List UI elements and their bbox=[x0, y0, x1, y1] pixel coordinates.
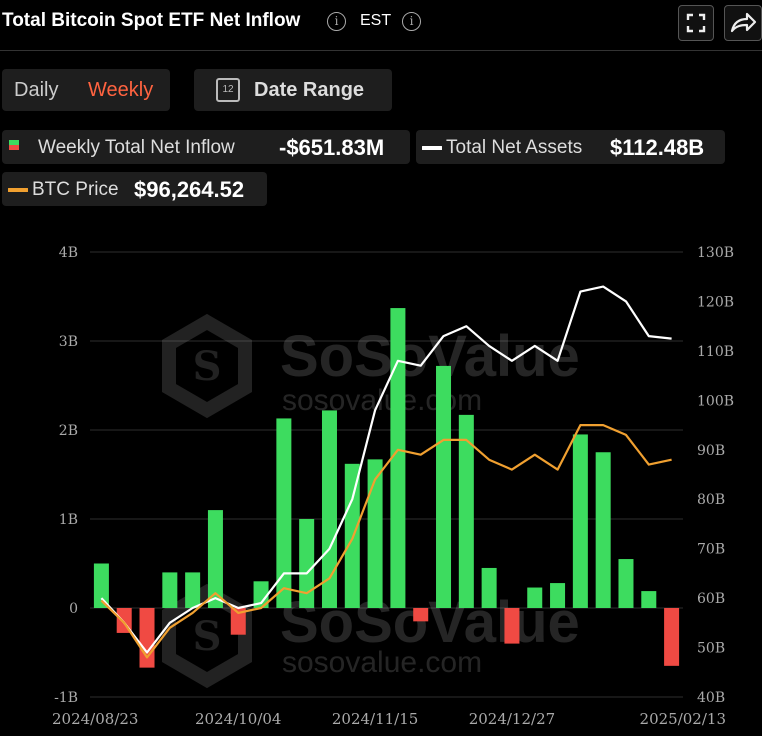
legend-price[interactable]: BTC Price $96,264.52 bbox=[2, 172, 267, 206]
inflow-bar bbox=[299, 519, 315, 608]
inflow-bar bbox=[390, 308, 406, 608]
right-axis-tick-label: 130B bbox=[697, 245, 734, 261]
x-axis-tick-label: 2024/11/15 bbox=[332, 710, 418, 728]
inflow-bar bbox=[321, 410, 337, 608]
inflow-bar bbox=[344, 463, 360, 608]
legend-assets-label: Total Net Assets bbox=[446, 137, 583, 158]
inflow-bar bbox=[641, 591, 657, 608]
inflow-bar bbox=[458, 414, 474, 608]
left-axis-tick-label: -1B bbox=[54, 690, 78, 706]
period-toggle[interactable]: Daily Weekly bbox=[2, 69, 170, 111]
svg-text:S: S bbox=[193, 613, 222, 660]
period-option-daily[interactable]: Daily bbox=[14, 79, 59, 101]
legend-assets[interactable]: Total Net Assets $112.48B bbox=[416, 130, 725, 164]
x-axis-tick-label: 2024/08/23 bbox=[52, 710, 138, 728]
inflow-bar bbox=[185, 572, 201, 608]
share-icon bbox=[730, 12, 757, 33]
inflow-bar bbox=[162, 572, 178, 608]
inflow-bar bbox=[481, 567, 497, 608]
x-axis-ticks: 2024/08/23 2024/10/04 2024/11/15 2024/12/27… bbox=[52, 710, 726, 728]
period-option-weekly[interactable]: Weekly bbox=[88, 79, 154, 101]
chart-grid bbox=[90, 251, 683, 698]
watermark-url-2: sosovalue.com bbox=[282, 646, 482, 679]
right-axis-tick-label: 110B bbox=[697, 344, 734, 360]
inflow-bar bbox=[572, 434, 588, 608]
legend-price-value: $96,264.52 bbox=[134, 177, 245, 202]
assets-line-swatch-icon bbox=[422, 146, 442, 150]
x-axis-tick-label: 2025/02/13 bbox=[640, 710, 726, 728]
inflow-bar bbox=[527, 587, 543, 608]
inflow-bar bbox=[504, 608, 520, 644]
watermark: S S SoSoValue sosovalue.com SoSoValue so… bbox=[162, 313, 580, 689]
inflow-swatch-icon bbox=[9, 140, 19, 150]
left-axis-tick-label: 0 bbox=[69, 601, 78, 617]
right-axis-tick-label: 120B bbox=[697, 294, 734, 310]
right-axis-ticks: 40B 50B 60B 70B 80B 90B 100B 110B 120B 130B bbox=[697, 245, 734, 706]
date-range-button[interactable]: 12 Date Range bbox=[194, 69, 392, 111]
inflow-bar bbox=[436, 365, 452, 608]
watermark-brand-2: SoSoValue bbox=[280, 590, 580, 655]
timezone-label: EST bbox=[360, 12, 392, 29]
inflow-bar bbox=[253, 581, 269, 608]
inflow-bar bbox=[618, 559, 634, 608]
total-net-assets-line bbox=[100, 285, 672, 654]
right-axis-tick-label: 80B bbox=[697, 492, 725, 508]
header: Total Bitcoin Spot ETF Net Inflow i EST … bbox=[0, 0, 762, 46]
watermark-brand: SoSoValue bbox=[280, 324, 580, 389]
share-button[interactable] bbox=[724, 5, 762, 41]
info-icon[interactable]: i bbox=[327, 12, 346, 31]
right-axis-tick-label: 60B bbox=[697, 591, 725, 607]
legend-price-label: BTC Price bbox=[32, 179, 119, 200]
left-axis-tick-label: 1B bbox=[59, 512, 78, 528]
left-axis-ticks: -1B 0 1B 2B 3B 4B bbox=[54, 245, 78, 706]
inflow-bar bbox=[116, 608, 132, 633]
watermark-url: sosovalue.com bbox=[282, 384, 482, 417]
inflow-bar bbox=[550, 583, 566, 608]
inflow-bar bbox=[139, 608, 155, 668]
x-axis-tick-label: 2024/10/04 bbox=[195, 710, 281, 728]
calendar-icon: 12 bbox=[216, 78, 240, 102]
legend-assets-value: $112.48B bbox=[610, 135, 705, 160]
left-axis-tick-label: 3B bbox=[59, 334, 78, 350]
inflow-bar bbox=[595, 452, 611, 608]
fullscreen-icon bbox=[686, 13, 706, 33]
legend-inflow-label: Weekly Total Net Inflow bbox=[38, 137, 235, 158]
left-axis-tick-label: 4B bbox=[59, 245, 78, 261]
header-divider bbox=[0, 50, 762, 51]
inflow-bar bbox=[413, 608, 429, 622]
inflow-bar bbox=[230, 608, 246, 635]
timezone-info-icon[interactable]: i bbox=[402, 12, 421, 31]
page-title: Total Bitcoin Spot ETF Net Inflow bbox=[2, 10, 301, 31]
inflow-bar bbox=[664, 608, 680, 666]
legend-inflow-value: -$651.83M bbox=[279, 135, 385, 160]
right-axis-tick-label: 40B bbox=[697, 690, 725, 706]
right-axis-tick-label: 90B bbox=[697, 443, 725, 459]
inflow-bar bbox=[93, 563, 109, 608]
watermark-logo-icon-2: S bbox=[162, 583, 252, 689]
watermark-logo-icon: S bbox=[162, 313, 252, 419]
right-axis-tick-label: 70B bbox=[697, 542, 725, 558]
right-axis-tick-label: 100B bbox=[697, 393, 734, 409]
inflow-bar bbox=[276, 418, 292, 608]
inflow-bars bbox=[93, 308, 680, 668]
svg-text:S: S bbox=[193, 343, 222, 390]
series-lines bbox=[100, 285, 672, 659]
inflow-bar bbox=[367, 459, 383, 608]
legend-inflow[interactable]: Weekly Total Net Inflow -$651.83M bbox=[2, 130, 410, 164]
calendar-day: 12 bbox=[222, 84, 234, 95]
fullscreen-button[interactable] bbox=[678, 5, 714, 41]
date-range-label: Date Range bbox=[254, 79, 365, 101]
price-line-swatch-icon bbox=[8, 188, 28, 192]
btc-price-line bbox=[100, 424, 672, 659]
x-axis-tick-label: 2024/12/27 bbox=[469, 710, 555, 728]
inflow-bar bbox=[207, 510, 223, 608]
left-axis-tick-label: 2B bbox=[59, 423, 78, 439]
right-axis-tick-label: 50B bbox=[697, 641, 725, 657]
